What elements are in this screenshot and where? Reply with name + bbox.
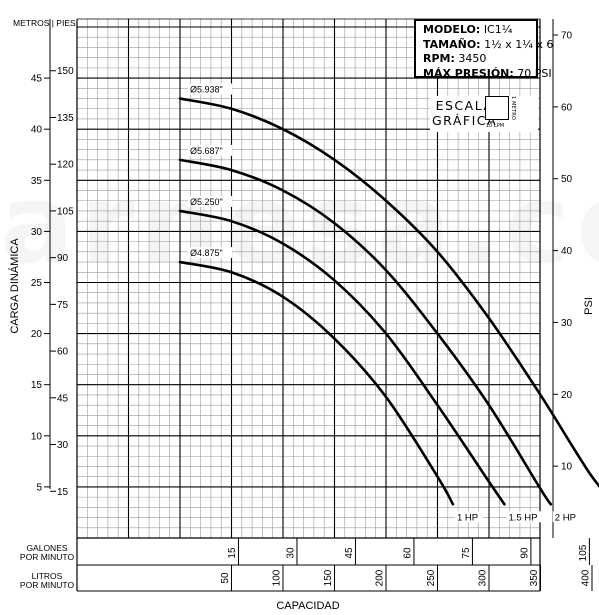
pressure-row: MÁX PRESIÓN: 70 PSI — [423, 66, 552, 82]
gpm-tick-label: 105 — [578, 544, 589, 561]
size-row: TAMAÑO: 1½ x 1¼ x 6 — [423, 37, 553, 53]
pressure-label: MÁX PRESIÓN: — [423, 66, 514, 80]
x-axis-title: CAPACIDAD — [276, 600, 339, 612]
diameter-label-bg — [188, 144, 232, 156]
feet-tick-label: 150 — [57, 66, 74, 77]
lpm-tick-label: 400 — [581, 569, 592, 586]
meters-tick-label: 5 — [36, 482, 42, 493]
model-label: MODELO: — [423, 23, 481, 36]
hp-label-bg — [454, 511, 483, 523]
diameter-label: Ø5.938" — [190, 85, 223, 95]
hp-label-bg — [552, 511, 581, 523]
feet-tick-label: 15 — [57, 487, 69, 498]
diameter-label: Ø5.250" — [190, 197, 223, 207]
model-value: IC1¼ — [483, 23, 513, 36]
psi-tick-label: 50 — [561, 174, 573, 185]
rpm-row: RPM: 3450 — [423, 52, 536, 67]
feet-tick-label: 135 — [57, 113, 74, 124]
diameter-label-bg — [188, 83, 232, 95]
lpm-axis-title: POR MINUTO — [20, 580, 75, 590]
meters-tick-label: 10 — [31, 431, 43, 442]
diameter-label-bg — [188, 195, 232, 207]
diameter-label-bg — [188, 247, 232, 259]
gpm-tick-label: 30 — [285, 547, 296, 559]
hp-label: 2 HP — [555, 512, 576, 523]
meters-tick-label: 15 — [31, 380, 43, 391]
lpm-tick-label: 250 — [426, 569, 437, 586]
feet-tick-label: 105 — [57, 206, 74, 217]
psi-tick-label: 20 — [561, 390, 573, 401]
pressure-value: 70 PSI — [517, 66, 552, 80]
lpm-tick-label: 300 — [478, 569, 489, 586]
psi-tick-label: 40 — [561, 246, 573, 257]
gpm-tick-label: 60 — [402, 547, 413, 559]
diameter-label: Ø5.687" — [190, 146, 223, 156]
feet-tick-label: 45 — [57, 393, 69, 404]
graphic-scale-legend: ESCALA GRÁFICA 1 METRO 10 LPM — [430, 96, 538, 132]
pump-curve-3 — [178, 158, 553, 506]
rpm-label: RPM: — [423, 52, 455, 65]
gpm-axis-title: GALONES — [26, 543, 67, 553]
pump-curve-1 — [178, 260, 455, 506]
psi-tick-label: 30 — [561, 318, 573, 329]
lpm-tick-label: 350 — [529, 569, 540, 586]
model-row: MODELO: IC1¼ — [423, 23, 536, 38]
lpm-tick-label: 200 — [375, 569, 386, 586]
scale-vertical-label: 1 METRO — [510, 96, 516, 121]
axis-header: METROS | PIES — [13, 18, 76, 28]
feet-tick-label: 120 — [57, 160, 74, 171]
meters-tick-label: 25 — [31, 278, 43, 289]
scale-square — [485, 96, 509, 120]
psi-tick-label: 10 — [561, 462, 573, 473]
gpm-tick-label: 15 — [227, 547, 238, 559]
pump-curve-4 — [178, 97, 599, 488]
meters-tick-label: 45 — [31, 74, 43, 85]
meters-tick-label: 35 — [31, 176, 43, 187]
scale-title: ESCALA GRÁFICA — [432, 98, 497, 128]
gpm-tick-label: 45 — [344, 547, 355, 559]
hp-label-bg — [506, 511, 547, 523]
pump-curve-2 — [178, 209, 506, 506]
gpm-tick-label: 90 — [519, 547, 530, 559]
diameter-label: Ø4.875" — [190, 248, 223, 258]
feet-tick-label: 30 — [57, 440, 69, 451]
rpm-value: 3450 — [458, 52, 487, 65]
psi-axis-title: PSI — [583, 297, 595, 315]
hp-label: 1 HP — [457, 512, 478, 523]
lpm-tick-label: 50 — [220, 572, 231, 584]
psi-tick-label: 60 — [561, 102, 573, 113]
meters-tick-label: 20 — [31, 329, 43, 340]
scale-title-line1: ESCALA — [435, 98, 494, 113]
gpm-tick-label: 75 — [461, 547, 472, 559]
meters-tick-label: 30 — [31, 227, 43, 238]
feet-tick-label: 90 — [57, 253, 69, 264]
y-axis-title: CARGA DINÁMICA — [8, 238, 21, 334]
size-label: TAMAÑO: — [423, 37, 481, 51]
pump-info-box: MODELO: IC1¼ TAMAÑO: 1½ x 1¼ x 6 RPM: 34… — [414, 19, 553, 80]
hp-label: 1.5 HP — [508, 512, 537, 523]
psi-tick-label: 70 — [561, 31, 573, 42]
lpm-tick-label: 100 — [272, 569, 283, 586]
meters-tick-label: 40 — [31, 125, 43, 136]
feet-tick-label: 75 — [57, 300, 69, 311]
feet-tick-label: 60 — [57, 347, 69, 358]
lpm-axis-title: LITROS — [32, 571, 63, 581]
scale-title-line2: GRÁFICA — [432, 113, 498, 128]
gpm-axis-title: POR MINUTO — [20, 552, 75, 562]
lpm-tick-label: 150 — [323, 569, 334, 586]
scale-horizontal-label: 10 LPM — [486, 123, 505, 129]
size-value: 1½ x 1¼ x 6 — [484, 37, 554, 51]
